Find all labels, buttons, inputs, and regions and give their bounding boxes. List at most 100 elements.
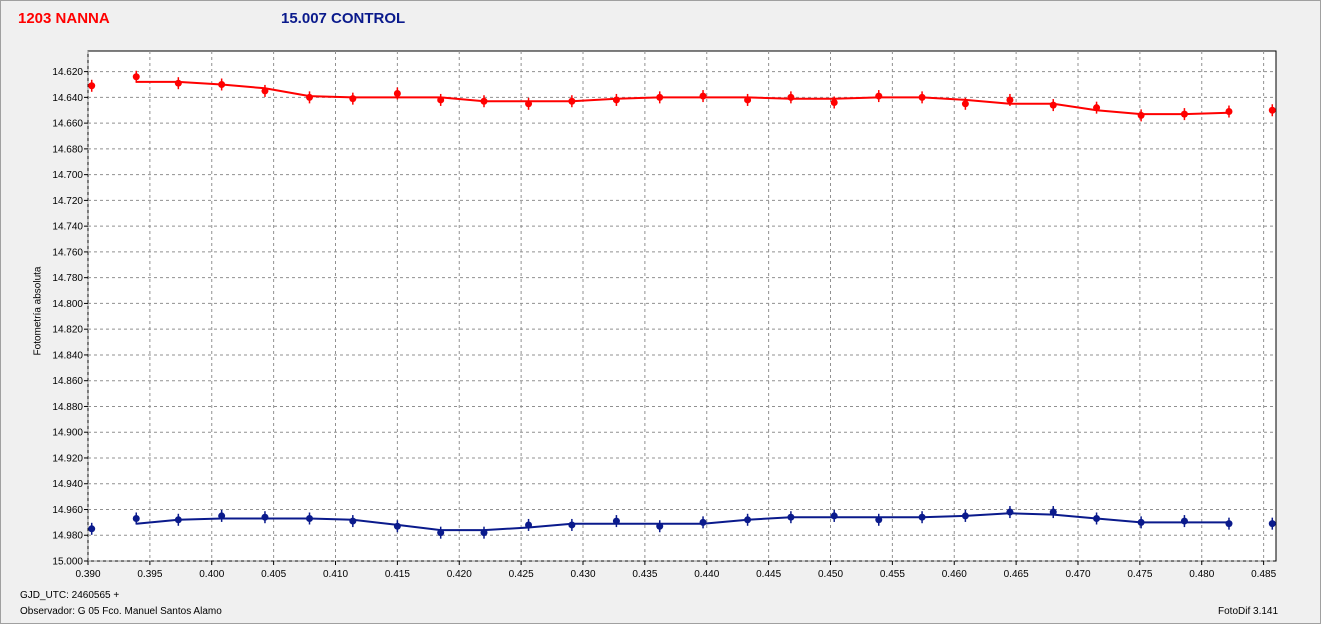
x-tick-label: 0.455: [880, 569, 905, 580]
data-point: [1093, 515, 1101, 522]
data-point: [437, 529, 445, 537]
data-point: [830, 512, 838, 520]
data-point: [744, 516, 752, 524]
data-point: [1180, 110, 1188, 118]
x-tick-label: 0.475: [1127, 569, 1152, 580]
series1-title: 1203 NANNA: [18, 10, 110, 27]
data-point: [437, 96, 445, 104]
data-point: [218, 80, 226, 88]
gjd-label: GJD_UTC: 2460565 +: [20, 590, 120, 601]
data-point: [961, 512, 969, 520]
x-tick-label: 0.440: [694, 569, 719, 580]
x-tick-label: 0.460: [942, 569, 967, 580]
data-point: [349, 517, 357, 525]
data-point: [174, 516, 182, 524]
series-layer: [88, 70, 1276, 539]
data-point: [174, 79, 182, 87]
y-tick-label: 14.780: [52, 273, 83, 284]
data-point: [1006, 96, 1014, 104]
series-group: [88, 506, 1276, 539]
x-tick-label: 0.465: [1004, 569, 1029, 580]
data-point: [1268, 106, 1276, 114]
x-tick-label: 0.415: [385, 569, 410, 580]
y-tick-label: 14.820: [52, 325, 83, 336]
data-point: [132, 515, 140, 522]
y-tick-label: 14.760: [52, 247, 83, 258]
data-point: [656, 522, 664, 530]
data-point: [88, 82, 96, 90]
data-point: [830, 99, 838, 107]
x-tick-label: 0.430: [570, 569, 595, 580]
data-point: [1049, 101, 1057, 109]
x-tick-label: 0.395: [137, 569, 162, 580]
data-point: [699, 518, 707, 526]
data-point: [1180, 517, 1188, 525]
data-point: [918, 513, 926, 521]
data-point: [1137, 111, 1145, 119]
y-tick-label: 14.740: [52, 222, 83, 233]
software-label: FotoDif 3.141: [1218, 606, 1279, 617]
data-point: [1137, 518, 1145, 526]
data-point: [218, 512, 226, 520]
data-point: [393, 522, 401, 530]
y-tick-label: 14.980: [52, 531, 83, 542]
data-point: [306, 93, 314, 101]
data-point: [612, 96, 620, 104]
data-point: [525, 521, 533, 529]
y-tick-label: 14.720: [52, 196, 83, 207]
data-point: [787, 93, 795, 101]
x-tick-label: 0.425: [509, 569, 534, 580]
data-point: [393, 90, 401, 97]
x-tick-label: 0.410: [323, 569, 348, 580]
y-tick-label: 14.920: [52, 453, 83, 464]
y-tick-label: 14.860: [52, 376, 83, 387]
y-tick-label: 14.840: [52, 350, 83, 361]
plot-area: [87, 50, 1277, 562]
series-line: [136, 512, 1229, 532]
data-point: [132, 73, 140, 81]
y-tick-label: 14.940: [52, 479, 83, 490]
data-point: [699, 92, 707, 100]
data-point: [568, 521, 576, 529]
y-tick-label: 14.960: [52, 505, 83, 516]
observer-label: Observador: G 05 Fco. Manuel Santos Alam…: [20, 606, 222, 617]
series-line: [136, 80, 1230, 116]
data-point: [480, 529, 488, 537]
data-point: [88, 525, 96, 533]
y-tick-label: 14.620: [52, 67, 83, 78]
data-point: [1049, 508, 1057, 516]
data-point: [480, 97, 488, 105]
x-tick-label: 0.435: [632, 569, 657, 580]
data-point: [612, 517, 620, 525]
y-tick-label: 14.640: [52, 93, 83, 104]
data-point: [1268, 520, 1276, 528]
x-tick-label: 0.470: [1065, 569, 1090, 580]
data-point: [656, 93, 664, 101]
x-tick-label: 0.390: [75, 569, 100, 580]
series-group: [88, 70, 1276, 122]
data-point: [875, 92, 883, 100]
y-tick-label: 14.800: [52, 299, 83, 310]
x-tick-label: 0.485: [1251, 569, 1276, 580]
data-point: [918, 93, 926, 101]
data-point: [1225, 520, 1233, 528]
data-point: [875, 516, 883, 524]
y-tick-label: 14.900: [52, 428, 83, 439]
data-point: [1006, 508, 1014, 516]
x-tick-label: 0.480: [1189, 569, 1214, 580]
y-tick-label: 14.660: [52, 119, 83, 130]
series2-title: 15.007 CONTROL: [281, 10, 406, 27]
data-point: [1093, 104, 1101, 112]
x-axis: 0.390 0.395 0.400 0.405 0.410 0.415 0.420 0.425…: [75, 561, 1277, 580]
data-point: [306, 515, 314, 522]
x-tick-label: 0.405: [261, 569, 286, 580]
data-point: [744, 96, 752, 104]
data-point: [349, 95, 357, 103]
y-tick-label: 15.000: [52, 557, 83, 568]
y-tick-label: 14.680: [52, 144, 83, 155]
x-tick-label: 0.420: [447, 569, 472, 580]
data-point: [961, 100, 969, 108]
y-tick-label: 14.700: [52, 170, 83, 181]
data-point: [787, 513, 795, 521]
